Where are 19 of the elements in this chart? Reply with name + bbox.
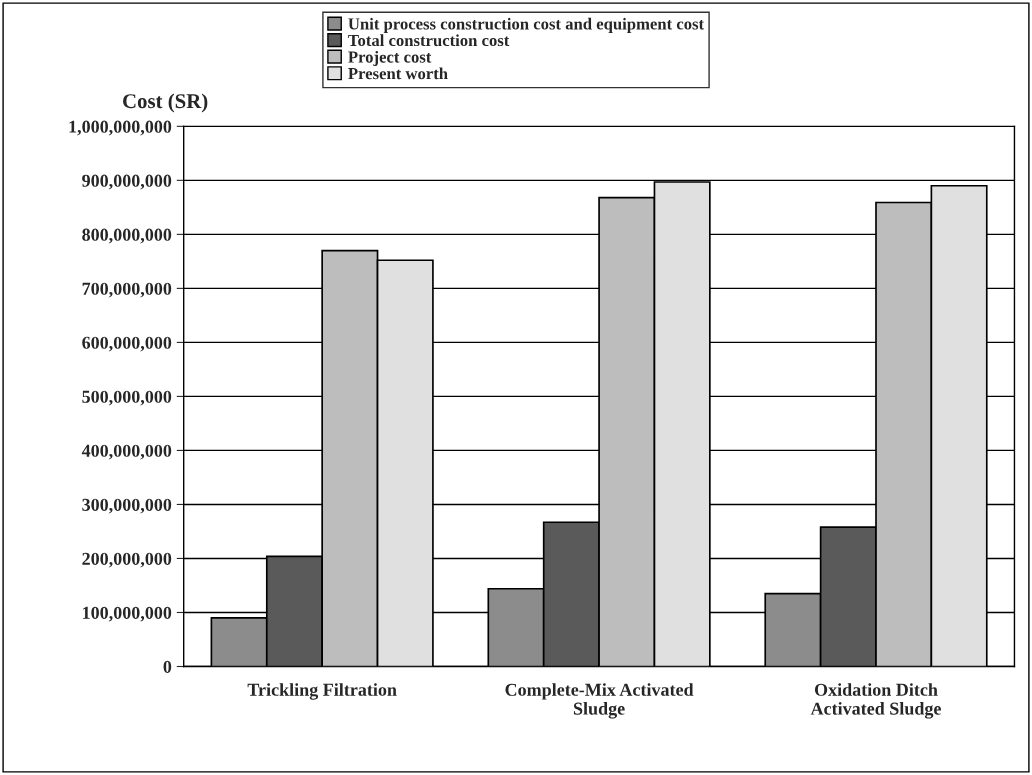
legend-label: Unit process construction cost and equipment cost bbox=[348, 17, 705, 33]
y-tick-label: 300,000,000 bbox=[82, 498, 172, 514]
x-tick-label: Trickling Filtration bbox=[247, 683, 397, 700]
y-tick-label: 800,000,000 bbox=[82, 228, 172, 244]
legend-label: Total construction cost bbox=[348, 34, 510, 47]
y-tick-label: 0 bbox=[163, 660, 172, 673]
legend-label: Present worth bbox=[348, 67, 448, 80]
legend-label: Project cost bbox=[348, 50, 432, 67]
y-tick-label: 200,000,000 bbox=[82, 552, 172, 568]
y-tick-label: 1,000,000,000 bbox=[69, 120, 172, 136]
y-tick-label: 700,000,000 bbox=[82, 282, 172, 298]
y-tick-label: 500,000,000 bbox=[82, 390, 172, 406]
y-tick-label: 100,000,000 bbox=[83, 606, 172, 622]
y-tick-label: 900,000,000 bbox=[82, 174, 172, 190]
y-tick-label: 600,000,000 bbox=[82, 336, 172, 352]
y-tick-label: 400,000,000 bbox=[81, 444, 172, 460]
x-tick-label: Complete-Mix Activated Sludge bbox=[505, 683, 694, 719]
x-tick-label: Oxidation Ditch Activated Sludge bbox=[810, 683, 941, 719]
y-axis-title: Cost (SR) bbox=[123, 93, 208, 113]
